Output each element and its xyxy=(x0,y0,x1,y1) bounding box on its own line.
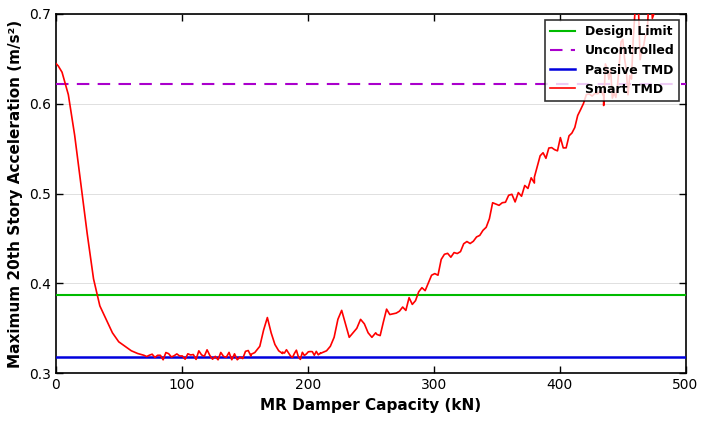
Y-axis label: Maximum 20th Story Acceleration (m/s²): Maximum 20th Story Acceleration (m/s²) xyxy=(8,19,23,368)
Line: Smart TMD: Smart TMD xyxy=(56,0,654,360)
Smart TMD xyxy=(159,357,168,362)
Uncontrolled xyxy=(52,81,60,86)
Smart TMD xyxy=(466,241,474,246)
Design Limit xyxy=(52,293,60,298)
Passive TMD xyxy=(53,354,62,360)
Smart TMD xyxy=(52,61,60,66)
Smart TMD xyxy=(453,251,462,256)
Legend: Design Limit, Uncontrolled, Passive TMD, Smart TMD: Design Limit, Uncontrolled, Passive TMD,… xyxy=(544,20,679,101)
Smart TMD xyxy=(650,11,658,16)
X-axis label: MR Damper Capacity (kN): MR Damper Capacity (kN) xyxy=(260,398,481,413)
Smart TMD xyxy=(498,200,506,205)
Smart TMD xyxy=(414,289,423,294)
Design Limit xyxy=(53,293,62,298)
Smart TMD xyxy=(170,353,178,358)
Smart TMD xyxy=(620,56,629,61)
Passive TMD xyxy=(52,354,60,360)
Uncontrolled xyxy=(53,81,62,86)
